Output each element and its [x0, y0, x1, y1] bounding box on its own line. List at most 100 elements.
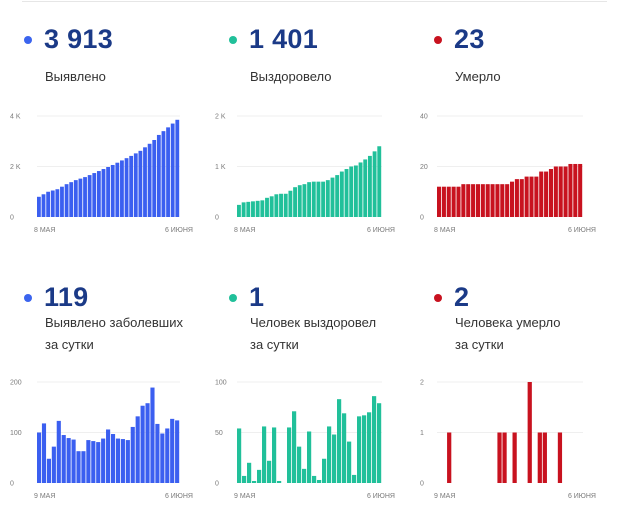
- stat-header: 1: [229, 282, 264, 313]
- bar: [92, 173, 97, 217]
- x-end-label: 6 ИЮНЯ: [568, 493, 596, 500]
- bar: [335, 175, 340, 217]
- bar: [252, 480, 257, 483]
- bar: [91, 441, 96, 483]
- bar: [246, 201, 251, 217]
- stat-label-line: Выявлено: [45, 69, 106, 84]
- bar: [110, 164, 115, 217]
- stat-value: 2: [454, 282, 470, 312]
- top-divider: [22, 1, 607, 2]
- bar: [372, 151, 377, 217]
- y-tick-label: 0: [215, 215, 219, 222]
- bar: [115, 438, 121, 483]
- y-tick-label: 1: [420, 430, 424, 437]
- bar: [307, 182, 312, 217]
- bar: [140, 405, 145, 483]
- stat-panel: 23 Умерло 0 20 40 8 МАЯ 6 ИЮНЯ: [410, 0, 615, 258]
- y-tick-label: 0: [420, 481, 424, 488]
- bar: [563, 166, 568, 217]
- y-tick-label: 0: [10, 215, 14, 222]
- stat-label: Выздоровело: [250, 66, 332, 88]
- bar: [362, 415, 367, 483]
- stat-label: Человека умерло за сутки: [455, 312, 561, 356]
- stat-header: 3 913: [24, 24, 113, 55]
- stat-panel: 1 401 Выздоровело 0 1 K 2 K 8 МАЯ 6 ИЮНЯ: [205, 0, 410, 258]
- stat-label: Выявлено заболевших за сутки: [45, 312, 183, 356]
- bar: [272, 427, 277, 483]
- bar: [56, 420, 61, 483]
- bar: [66, 438, 71, 483]
- bar: [120, 160, 124, 217]
- bar: [311, 181, 316, 217]
- bar: [327, 426, 332, 483]
- bar: [175, 119, 180, 217]
- stat-label: Умерло: [455, 66, 501, 88]
- bar: [447, 432, 452, 483]
- legend-dot-icon: [24, 35, 32, 44]
- stat-label-line: Человека умерло: [455, 315, 561, 330]
- bar: [96, 442, 101, 483]
- bar: [242, 475, 247, 483]
- bar: [461, 184, 466, 217]
- stat-label-line: Человек выздоровел: [250, 315, 377, 330]
- stat-label: Человек выздоровел за сутки: [250, 312, 376, 356]
- bar: [292, 411, 297, 483]
- y-tick-label: 0: [10, 481, 14, 488]
- bar: [322, 458, 327, 483]
- bar: [241, 202, 246, 217]
- bar: [115, 162, 120, 217]
- y-tick-label: 2 K: [10, 164, 21, 171]
- bar: [265, 197, 269, 217]
- bar: [160, 433, 165, 483]
- bar: [106, 167, 110, 217]
- bar: [578, 163, 583, 217]
- stat-label-line: за сутки: [45, 337, 94, 352]
- x-start-label: 9 МАЯ: [434, 493, 455, 500]
- bar: [317, 479, 322, 483]
- bar: [76, 451, 81, 483]
- bar: [161, 131, 166, 217]
- bar: [337, 399, 342, 483]
- bar: [302, 468, 307, 483]
- x-end-label: 6 ИЮНЯ: [367, 227, 395, 234]
- bar: [274, 194, 279, 217]
- bar: [71, 439, 76, 483]
- bar: [287, 427, 292, 483]
- bar: [558, 166, 563, 217]
- bar: [512, 432, 517, 483]
- bar: [255, 200, 260, 217]
- stat-header: 23: [434, 24, 485, 55]
- bar: [490, 184, 495, 217]
- bar: [41, 194, 46, 217]
- legend-dot-icon: [24, 293, 32, 302]
- bar: [352, 474, 357, 483]
- bar: [307, 431, 312, 483]
- stat-panel: 3 913 Выявлено 0 2 K 4 K 8 МАЯ 6 ИЮНЯ: [0, 0, 205, 258]
- bar: [372, 396, 377, 483]
- y-tick-label: 0: [215, 481, 219, 488]
- bar: [155, 423, 160, 483]
- x-end-label: 6 ИЮНЯ: [367, 493, 395, 500]
- bar: [451, 186, 456, 217]
- bar: [78, 178, 83, 217]
- bar: [288, 190, 293, 217]
- bar-chart: 0 20 40 8 МАЯ 6 ИЮНЯ: [420, 114, 596, 235]
- bar: [101, 438, 106, 483]
- stat-value: 1: [249, 282, 265, 312]
- bar: [367, 412, 372, 483]
- y-tick-label: 200: [10, 380, 22, 387]
- stat-label-line: Выздоровело: [250, 69, 332, 84]
- bar: [166, 127, 170, 217]
- bar: [267, 460, 272, 483]
- y-tick-label: 1 K: [215, 164, 226, 171]
- y-tick-label: 2: [420, 380, 424, 387]
- stat-panel: 1 Человек выздоровел за сутки 0 50 100 9 МАЯ 6 …: [205, 258, 410, 516]
- bar: [145, 403, 150, 483]
- bar: [495, 184, 500, 217]
- bar: [497, 432, 502, 483]
- stat-panel: 2 Человека умерло за сутки 0 1 2 9 МАЯ 6 ИЮНЯ: [410, 258, 615, 516]
- x-end-label: 6 ИЮНЯ: [165, 227, 193, 234]
- stat-label-line: за сутки: [250, 337, 299, 352]
- bar: [548, 169, 553, 217]
- stat-value: 1 401: [249, 24, 319, 54]
